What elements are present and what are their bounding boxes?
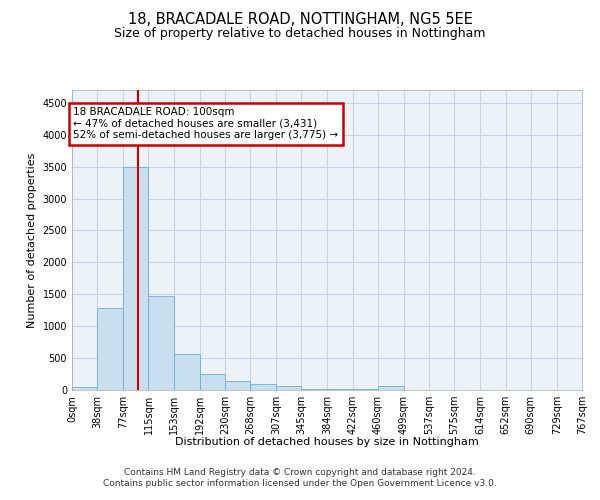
Bar bbox=[276, 386, 301, 390]
Bar bbox=[97, 308, 123, 390]
Bar bbox=[301, 389, 328, 390]
Text: Contains HM Land Registry data © Crown copyright and database right 2024.
Contai: Contains HM Land Registry data © Crown c… bbox=[103, 468, 497, 487]
Bar bbox=[174, 354, 200, 390]
Bar bbox=[225, 381, 250, 390]
Text: Size of property relative to detached houses in Nottingham: Size of property relative to detached ho… bbox=[114, 28, 486, 40]
X-axis label: Distribution of detached houses by size in Nottingham: Distribution of detached houses by size … bbox=[175, 437, 479, 447]
Bar bbox=[148, 296, 174, 390]
Bar bbox=[250, 384, 276, 390]
Bar bbox=[123, 166, 148, 390]
Bar bbox=[72, 388, 97, 390]
Text: 18, BRACADALE ROAD, NOTTINGHAM, NG5 5EE: 18, BRACADALE ROAD, NOTTINGHAM, NG5 5EE bbox=[128, 12, 472, 28]
Y-axis label: Number of detached properties: Number of detached properties bbox=[27, 152, 37, 328]
Text: 18 BRACADALE ROAD: 100sqm
← 47% of detached houses are smaller (3,431)
52% of se: 18 BRACADALE ROAD: 100sqm ← 47% of detac… bbox=[73, 107, 338, 140]
Bar bbox=[200, 374, 225, 390]
Bar bbox=[378, 386, 404, 390]
